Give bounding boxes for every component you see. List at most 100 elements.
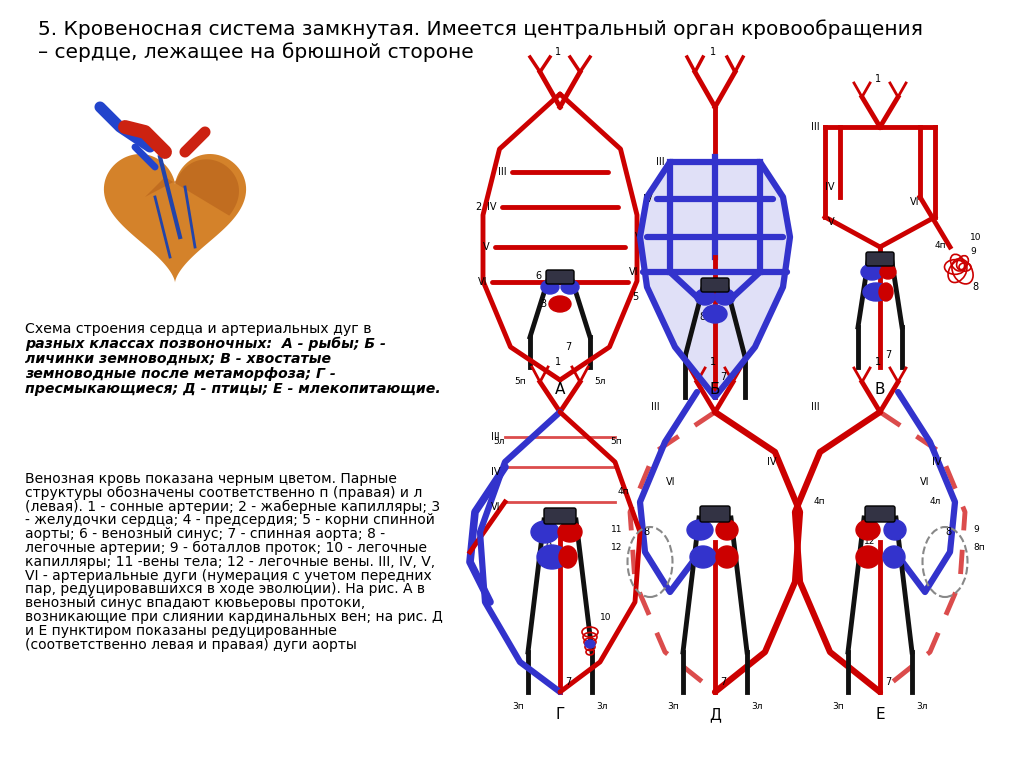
Text: V: V: [635, 232, 642, 242]
Ellipse shape: [561, 280, 579, 294]
Text: 10: 10: [600, 613, 611, 621]
Ellipse shape: [884, 520, 906, 540]
Text: III: III: [811, 122, 820, 132]
Text: 1: 1: [555, 47, 561, 57]
Text: 9: 9: [970, 248, 976, 256]
Text: 3п: 3п: [833, 702, 844, 711]
Text: VI: VI: [910, 197, 920, 207]
FancyBboxPatch shape: [865, 506, 895, 522]
Text: VI: VI: [629, 267, 638, 277]
Text: 3л: 3л: [596, 702, 608, 711]
Text: 4л: 4л: [930, 498, 941, 506]
Text: III: III: [499, 167, 507, 177]
Text: Венозная кровь показана черным цветом. Парные: Венозная кровь показана черным цветом. П…: [25, 472, 397, 486]
Text: 3л: 3л: [752, 702, 763, 711]
Ellipse shape: [687, 520, 713, 540]
Ellipse shape: [537, 545, 567, 569]
Ellipse shape: [559, 546, 577, 568]
Ellipse shape: [558, 522, 582, 542]
Text: пресмыкающиеся; Д - птицы; Е - млекопитающие.: пресмыкающиеся; Д - птицы; Е - млекопита…: [25, 382, 440, 396]
Text: и Е пунктиром показаны редуцированные: и Е пунктиром показаны редуцированные: [25, 624, 337, 638]
Text: - желудочки сердца; 4 - предсердия; 5 - корни спинной: - желудочки сердца; 4 - предсердия; 5 - …: [25, 513, 435, 528]
Text: 8: 8: [945, 527, 951, 537]
Text: 4п: 4п: [813, 498, 825, 506]
Ellipse shape: [861, 264, 883, 280]
Text: 7: 7: [565, 342, 571, 352]
Text: пар, редуцировавшихся в ходе эволюции). На рис. А в: пар, редуцировавшихся в ходе эволюции). …: [25, 582, 425, 597]
Text: 10: 10: [970, 232, 981, 242]
Text: 8: 8: [972, 282, 978, 292]
Text: 3п: 3п: [512, 702, 524, 711]
Text: 1: 1: [710, 47, 716, 57]
Text: 8: 8: [546, 539, 552, 549]
Text: венозный синус впадают кювьеровы протоки,: венозный синус впадают кювьеровы протоки…: [25, 596, 366, 611]
Text: IV: IV: [932, 457, 941, 467]
Text: 9: 9: [973, 525, 979, 535]
Text: 7: 7: [885, 677, 891, 687]
Text: 5п: 5п: [610, 437, 622, 446]
Ellipse shape: [716, 546, 738, 568]
Text: 12: 12: [863, 538, 874, 547]
Text: 1: 1: [874, 357, 881, 367]
Text: 7: 7: [885, 350, 891, 360]
Text: (соответственно левая и правая) дуги аорты: (соответственно левая и правая) дуги аор…: [25, 637, 357, 652]
Ellipse shape: [856, 546, 880, 568]
Text: VI: VI: [920, 477, 930, 487]
Polygon shape: [103, 154, 246, 282]
Text: 6: 6: [536, 271, 542, 281]
Text: Б: Б: [710, 382, 720, 397]
Text: III: III: [811, 402, 820, 412]
Text: Е: Е: [876, 707, 885, 722]
FancyBboxPatch shape: [700, 506, 730, 522]
Ellipse shape: [585, 640, 595, 648]
Ellipse shape: [531, 521, 559, 543]
Text: III: III: [656, 157, 665, 167]
Text: V: V: [828, 217, 835, 227]
Text: IV: IV: [767, 457, 776, 467]
Text: 1: 1: [555, 357, 561, 367]
Text: IV: IV: [487, 202, 497, 212]
Text: легочные артерии; 9 - боталлов проток; 10 - легочные: легочные артерии; 9 - боталлов проток; 1…: [25, 541, 427, 555]
Ellipse shape: [690, 546, 716, 568]
Text: IV: IV: [825, 182, 835, 192]
Ellipse shape: [716, 520, 738, 540]
Text: (левая). 1 - сонные артерии; 2 - жаберные капилляры; 3: (левая). 1 - сонные артерии; 2 - жаберны…: [25, 499, 440, 514]
Text: 4п: 4п: [935, 241, 946, 249]
Text: аорты; 6 - венозный синус; 7 - спинная аорта; 8 -: аорты; 6 - венозный синус; 7 - спинная а…: [25, 527, 385, 542]
FancyBboxPatch shape: [546, 270, 574, 284]
Ellipse shape: [880, 265, 896, 279]
FancyBboxPatch shape: [701, 278, 729, 292]
Ellipse shape: [715, 289, 735, 305]
Text: 5. Кровеносная система замкнутая. Имеется центральный орган кровообращения: 5. Кровеносная система замкнутая. Имеетс…: [38, 19, 923, 38]
Text: 1: 1: [710, 357, 716, 367]
Text: возникающие при слиянии кардинальных вен; на рис. Д: возникающие при слиянии кардинальных вен…: [25, 610, 442, 624]
Text: личинки земноводных; В - хвостатые: личинки земноводных; В - хвостатые: [25, 352, 331, 366]
Text: III: III: [492, 432, 500, 442]
Ellipse shape: [863, 283, 889, 301]
Text: 5п: 5п: [514, 377, 526, 386]
Text: 4: 4: [549, 279, 555, 289]
Ellipse shape: [879, 283, 893, 301]
Text: 7: 7: [720, 372, 726, 382]
Text: Г: Г: [555, 707, 564, 722]
Text: 8п: 8п: [973, 542, 985, 551]
Text: 5: 5: [632, 292, 638, 302]
Text: VI: VI: [477, 277, 487, 287]
Text: 5л: 5л: [494, 437, 505, 446]
Text: IV: IV: [642, 194, 652, 204]
Text: разных классах позвоночных:  А - рыбы; Б -: разных классах позвоночных: А - рыбы; Б …: [25, 337, 386, 351]
Text: III: III: [651, 402, 660, 412]
Text: 8: 8: [698, 312, 705, 322]
Text: Д: Д: [709, 707, 721, 722]
Text: – сердце, лежащее на брюшной стороне: – сердце, лежащее на брюшной стороне: [38, 42, 474, 61]
Text: 3: 3: [540, 299, 546, 309]
Ellipse shape: [856, 520, 880, 540]
Text: Схема строения сердца и артериальных дуг в: Схема строения сердца и артериальных дуг…: [25, 322, 372, 336]
Text: земноводные после метаморфоза; Г -: земноводные после метаморфоза; Г -: [25, 367, 336, 381]
Text: капилляры; 11 -вены тела; 12 - легочные вены. III, IV, V,: капилляры; 11 -вены тела; 12 - легочные …: [25, 555, 435, 569]
Text: 11: 11: [860, 552, 872, 561]
FancyBboxPatch shape: [544, 508, 575, 524]
Text: 8: 8: [644, 527, 650, 537]
Ellipse shape: [541, 280, 559, 294]
Polygon shape: [640, 162, 790, 397]
